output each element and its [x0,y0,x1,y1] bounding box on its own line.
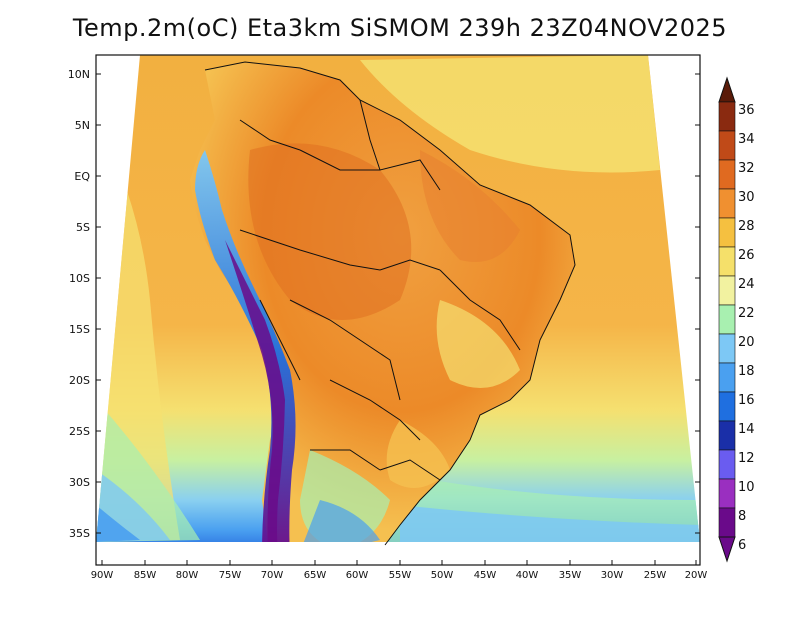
colorbar-swatch [718,246,736,277]
colorbar-swatch [718,275,736,306]
colorbar-label: 24 [738,277,755,292]
lon-label: 40W [516,570,539,581]
colorbar-arrow-bottom [718,536,736,563]
colorbar-label: 14 [738,422,755,437]
colorbar-swatch [718,217,736,248]
latitude-axis: 10N 5N EQ 5S 10S 15S 20S 25S 30S 35S [68,68,91,540]
colorbar-label: 12 [738,451,755,466]
country-borders [204,61,576,546]
lon-label: 50W [431,570,454,581]
lat-label: 10S [69,272,90,285]
colorbar-label: 32 [738,161,755,176]
lon-label: 90W [91,570,114,581]
lon-label: 75W [219,570,242,581]
lon-label: 55W [389,570,412,581]
lat-label: 5S [76,221,90,234]
map-frame [95,54,701,566]
colorbar-swatch [718,420,736,451]
colorbar-swatch [718,391,736,422]
lat-label: 30S [69,476,90,489]
lon-label: 35W [559,570,582,581]
colorbar-swatches [718,76,736,563]
colorbar-swatch [718,188,736,219]
colorbar-label: 34 [738,132,755,147]
lat-label: 5N [75,119,90,132]
colorbar-swatch [718,507,736,538]
colorbar-label: 18 [738,364,755,379]
lon-label: 80W [176,570,199,581]
longitude-ticks [101,560,697,565]
temperature-field [96,55,700,542]
colorbar-swatch [718,333,736,364]
lon-label: 25W [644,570,667,581]
colorbar-label: 8 [738,509,746,524]
lat-label: 25S [69,425,90,438]
colorbar-label: 20 [738,335,755,350]
colorbar-label: 22 [738,306,755,321]
latitude-ticks [96,73,700,534]
colorbar-labels: 6 8 10 12 14 16 18 20 22 24 26 28 30 32 … [738,103,755,553]
colorbar-label: 16 [738,393,755,408]
colorbar-label: 30 [738,190,755,205]
colorbar-swatch [718,478,736,509]
lon-label: 20W [685,570,708,581]
colorbar-swatch [718,449,736,480]
colorbar-swatch [718,130,736,161]
colorbar-swatch [718,362,736,393]
colorbar-swatch [718,159,736,190]
colorbar-arrow-top [718,76,736,103]
colorbar-label: 28 [738,219,755,234]
colorbar-label: 6 [738,538,746,553]
lat-label: 35S [69,527,90,540]
lon-label: 60W [346,570,369,581]
longitude-axis: 90W 85W 80W 75W 70W 65W 60W 55W 50W 45W … [91,570,708,581]
colorbar-label: 26 [738,248,755,263]
lon-label: 65W [304,570,327,581]
colorbar-label: 10 [738,480,755,495]
colorbar: 6 8 10 12 14 16 18 20 22 24 26 28 30 32 … [718,76,755,563]
lat-label: EQ [74,170,90,183]
colorbar-swatch [718,101,736,132]
lon-label: 45W [474,570,497,581]
map-title: Temp.2m(oC) Eta3km SiSMOM 239h 23Z04NOV2… [72,14,728,42]
lat-label: 15S [69,323,90,336]
lon-label: 85W [134,570,157,581]
lat-label: 20S [69,374,90,387]
lat-label: 10N [68,68,90,81]
colorbar-label: 36 [738,103,755,118]
colorbar-swatch [718,304,736,335]
lon-label: 30W [601,570,624,581]
lon-label: 70W [261,570,284,581]
